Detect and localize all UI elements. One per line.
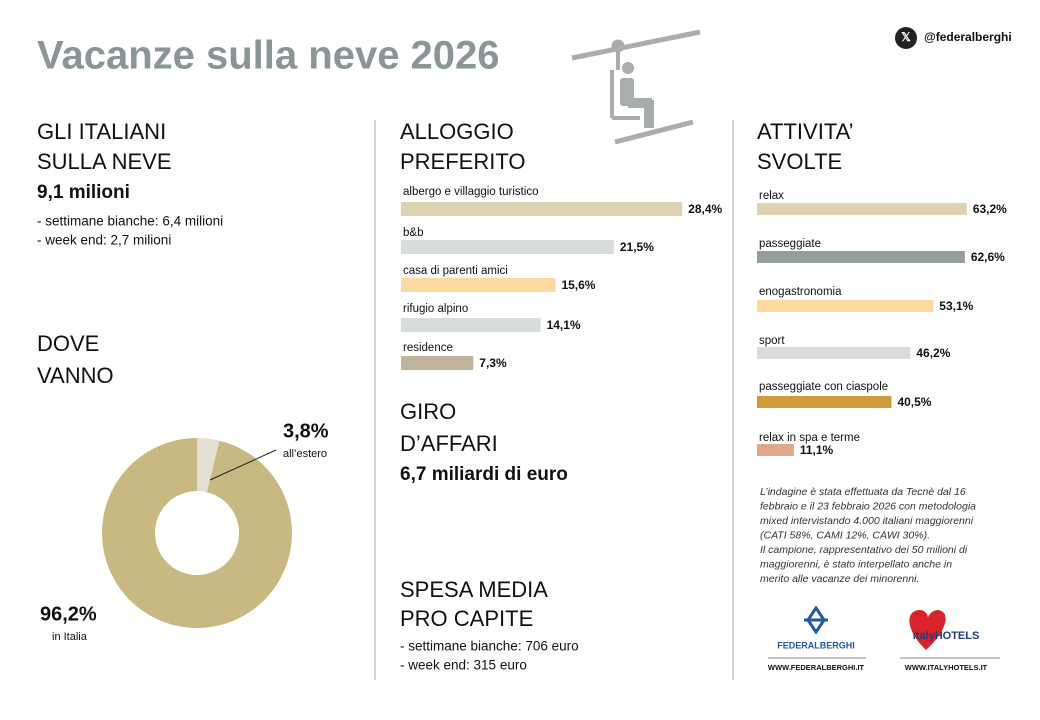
value-label: 21,5% [620,240,654,254]
page-title: Vacanze sulla neve 2026 [37,34,500,78]
category-label: passeggiate [759,238,821,250]
bar [757,444,794,456]
chart-title: ATTIVITA’ [757,119,854,144]
note: L’indagine è stata effettuata da Tecnè d… [760,486,976,585]
x-logo[interactable] [895,27,917,49]
bar [757,347,911,359]
category-label: enogastronomia [759,286,842,298]
bar [757,251,965,263]
donut-slice [102,438,293,628]
value-label: 63,2% [973,202,1007,216]
ski-lift-icon [571,29,701,145]
note-line: L’indagine è stata effettuata da Tecnè d… [760,486,966,498]
category-label: sport [759,335,785,347]
italyhotels-logo[interactable]: italyHOTELS WWW.ITALYHOTELS.IT [900,610,1000,672]
category-label: in Italia [52,631,88,643]
chart-title: ALLOGGIO [400,119,514,144]
section-total: 9,1 milioni [37,182,130,203]
value-label: 46,2% [916,346,950,360]
value-label: 28,4% [688,202,722,216]
value-label: 3,8% [283,420,329,442]
section-total: 6,7 miliardi di euro [400,464,568,485]
logo-url: WWW.ITALYHOTELS.IT [905,663,988,672]
note-line: mixed intervistando 4.000 italiani maggi… [760,515,974,527]
chart-title: VANNO [37,363,114,388]
logo-text: italyHOTELS [913,630,980,642]
bar [757,396,892,408]
section-title: SPESA MEDIA [400,577,548,602]
bar [401,318,541,332]
chart-title: DOVE [37,331,99,356]
social-handle[interactable]: @federalberghi [924,30,1012,44]
note-line: febbraio e il 23 febbraio 2026 con metod… [760,500,976,512]
section-detail: - settimane bianche: 6,4 milioni [37,214,223,229]
category-label: passeggiate con ciaspole [759,381,888,393]
value-label: 96,2% [40,603,97,625]
section-detail: - week end: 2,7 milioni [37,233,171,248]
note-line: merito alle vacanze dei minorenni. [760,573,919,585]
federalberghi-logo[interactable]: FEDERALBERGHI WWW.FEDERALBERGHI.IT [768,605,866,672]
category-label: casa di parenti amici [403,265,508,277]
section-title: GLI ITALIANI [37,119,166,144]
category-label: albergo e villaggio turistico [403,186,539,198]
category-label: b&b [403,227,423,239]
category-label: all’estero [283,448,327,460]
note-line: (CATI 58%, CAMI 12%, CAWI 30%). [760,529,930,541]
value-label: 7,3% [479,356,507,370]
section-title: D’AFFARI [400,431,498,456]
section-detail: - week end: 315 euro [400,658,527,673]
category-label: relax in spa e terme [759,432,860,444]
leader-line [209,449,277,481]
note-line: Il campione, rappresentativo dei 50 mili… [760,544,968,556]
chart-title: SVOLTE [757,149,842,174]
x-logo-mark: 𝕏 [901,30,911,44]
bar [757,203,967,215]
section-detail: - settimane bianche: 706 euro [400,639,579,654]
section-title: PRO CAPITE [400,606,533,631]
value-label: 40,5% [897,395,931,409]
logo-text: FEDERALBERGHI [777,640,855,650]
chart-title: PREFERITO [400,149,526,174]
category-label: residence [403,342,453,354]
note-line: maggiorenni, è stato interpellato anche … [760,558,952,570]
value-label: 11,1% [800,443,834,457]
donut-slice [197,438,220,493]
category-label: relax [759,190,784,202]
bar [401,240,614,254]
category-label: rifugio alpino [403,303,468,315]
bar [757,300,934,312]
logo-url: WWW.FEDERALBERGHI.IT [768,663,865,672]
bar [401,356,474,370]
value-label: 62,6% [971,250,1005,264]
bar [401,278,556,292]
section-title: GIRO [400,399,456,424]
value-label: 53,1% [939,299,973,313]
section-title: SULLA NEVE [37,149,172,174]
bar [401,202,683,216]
value-label: 14,1% [547,318,581,332]
value-label: 15,6% [561,278,595,292]
